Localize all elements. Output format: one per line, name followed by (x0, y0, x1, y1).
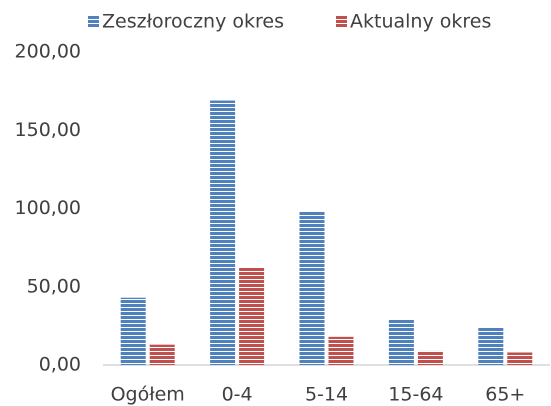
y-tick-label: 200,00 (15, 41, 81, 63)
x-tick-label: 0-4 (222, 384, 253, 406)
x-tick-label: 15-64 (388, 384, 443, 406)
x-tick-label: 5-14 (305, 384, 348, 406)
x-tick-label: Ogółem (111, 384, 185, 406)
bar (120, 297, 146, 365)
y-tick-label: 0,00 (39, 354, 81, 376)
bar (149, 344, 175, 365)
bar (210, 100, 236, 365)
y-tick-label: 50,00 (27, 275, 81, 297)
x-tick-label: 65+ (485, 384, 525, 406)
bar (478, 327, 504, 365)
bar (507, 352, 533, 365)
y-tick-label: 150,00 (15, 119, 81, 141)
bar (388, 319, 414, 365)
legend-swatch (88, 16, 99, 27)
bar (239, 267, 265, 365)
bar (417, 350, 443, 365)
y-tick-label: 100,00 (15, 197, 81, 219)
bar (299, 211, 325, 365)
legend-label: Zeszłoroczny okres (102, 11, 284, 33)
legend-label: Aktualny okres (350, 11, 491, 33)
legend-swatch (336, 16, 347, 27)
bar (328, 336, 354, 365)
